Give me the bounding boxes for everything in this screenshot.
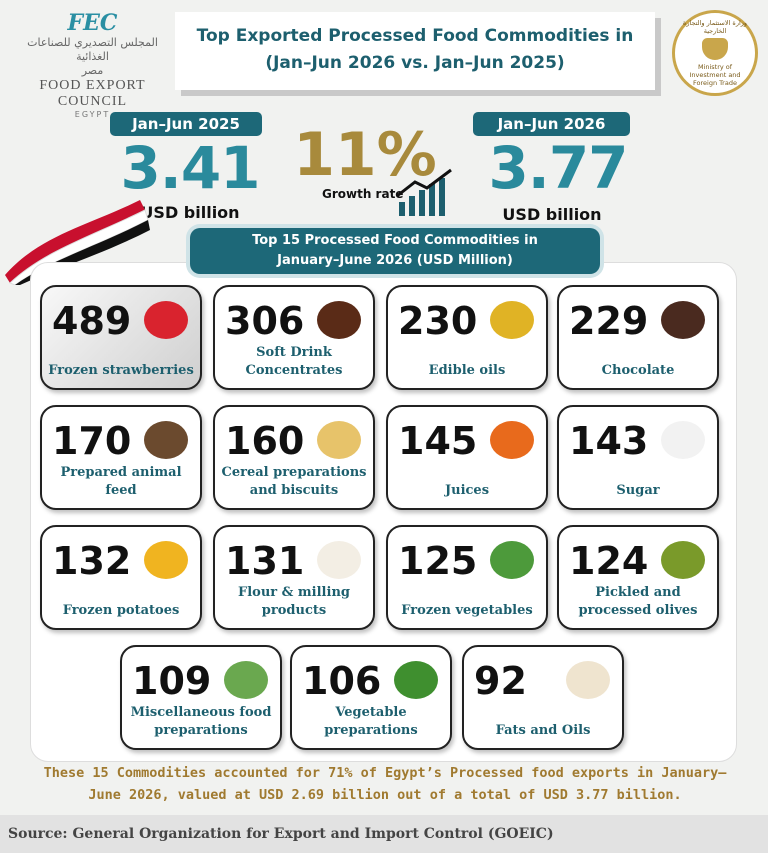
source: Source: General Organization for Export … — [0, 815, 768, 853]
commodity-label: Cereal preparations and biscuits — [221, 465, 367, 498]
commodity-value: 170 — [52, 419, 132, 463]
commodity-value: 230 — [398, 299, 478, 343]
commodity-label: Miscellaneous food preparations — [130, 705, 272, 738]
unit: USD billion — [140, 203, 240, 222]
commodity-value: 145 — [398, 419, 478, 463]
commodity-label: Vegetable preparations — [324, 705, 418, 738]
period-badge: Jan–Jun 2026 — [473, 112, 630, 136]
commodity-card: 489 Frozen strawberries — [40, 285, 202, 390]
commodity-card: 145 Juices — [386, 405, 548, 510]
commodity-card: 92 Fats and Oils — [462, 645, 624, 750]
commodity-card: 109 Miscellaneous food preparations — [120, 645, 282, 750]
commodity-value: 92 — [474, 659, 527, 703]
commodity-label: Frozen strawberries — [48, 363, 194, 378]
period-badge: Jan–Jun 2025 — [110, 112, 262, 136]
commodity-icon — [661, 421, 705, 459]
commodity-value: 124 — [569, 539, 649, 583]
total-value: 3.77 — [488, 134, 628, 202]
panel-title-line: January–June 2026 (USD Million) — [277, 253, 513, 268]
commodity-value: 489 — [52, 299, 132, 343]
commodity-icon — [224, 661, 268, 699]
note: These 15 Commodities accounted for 71% o… — [43, 765, 727, 803]
commodity-icon — [394, 661, 438, 699]
commodity-icon — [144, 301, 188, 339]
logo-arabic-country: مصر — [81, 64, 104, 77]
logo: FEC المجلس التصديري للصناعات الغذائية مص… — [10, 10, 175, 119]
logo-abbr: FEC — [67, 10, 118, 36]
commodity-icon — [661, 301, 705, 339]
commodity-label: Fats and Oils — [495, 723, 591, 738]
ministry-seal: وزارة الاستثمار والتجارة الخارجية Minist… — [672, 10, 758, 96]
commodity-label: Chocolate — [601, 363, 675, 378]
commodity-label: Frozen potatoes — [62, 603, 180, 618]
title-line: (Jan–Jun 2026 vs. Jan–Jun 2025) — [265, 53, 565, 73]
commodity-label: Edible oils — [428, 363, 506, 378]
commodity-value: 160 — [225, 419, 305, 463]
commodity-card: 229 Chocolate — [557, 285, 719, 390]
commodity-value: 125 — [398, 539, 478, 583]
commodity-label: Sugar — [616, 483, 660, 498]
commodity-icon — [144, 421, 188, 459]
commodity-card: 132 Frozen potatoes — [40, 525, 202, 630]
commodity-icon — [490, 301, 534, 339]
seal-emblem — [702, 38, 728, 60]
commodity-label: Soft Drink Concentrates — [245, 345, 343, 378]
commodity-icon — [490, 541, 534, 579]
commodity-value: 143 — [569, 419, 649, 463]
commodity-label: Prepared animal feed — [60, 465, 182, 498]
commodity-card: 106 Vegetable preparations — [290, 645, 452, 750]
commodity-value: 106 — [302, 659, 382, 703]
growth-value: 11% — [293, 120, 437, 190]
commodity-card: 160 Cereal preparations and biscuits — [213, 405, 375, 510]
logo-arabic: المجلس التصديري للصناعات الغذائية — [27, 36, 158, 63]
commodity-icon — [317, 541, 361, 579]
commodity-icon — [317, 301, 361, 339]
commodity-label: Frozen vegetables — [401, 603, 533, 618]
commodity-value: 229 — [569, 299, 649, 343]
commodity-icon — [144, 541, 188, 579]
panel-title-line: Top 15 Processed Food Commodities in — [252, 233, 538, 248]
seal-english: Ministry of Investment and Foreign Trade — [689, 63, 741, 87]
commodity-card: 124 Pickled and processed olives — [557, 525, 719, 630]
commodity-label: Pickled and processed olives — [578, 585, 698, 618]
commodity-icon — [566, 661, 610, 699]
commodity-icon — [490, 421, 534, 459]
unit: USD billion — [502, 205, 602, 224]
commodity-card: 125 Frozen vegetables — [386, 525, 548, 630]
commodity-card: 143 Sugar — [557, 405, 719, 510]
commodity-card: 230 Edible oils — [386, 285, 548, 390]
commodity-label: Juices — [444, 483, 490, 498]
commodity-icon — [317, 421, 361, 459]
commodity-card: 170 Prepared animal feed — [40, 405, 202, 510]
seal-arabic: وزارة الاستثمار والتجارة الخارجية — [682, 19, 748, 35]
commodity-value: 109 — [132, 659, 212, 703]
panel-title: Top 15 Processed Food Commodities in Jan… — [190, 228, 600, 274]
commodity-icon — [661, 541, 705, 579]
commodity-card: 131 Flour & milling products — [213, 525, 375, 630]
commodity-value: 132 — [52, 539, 132, 583]
growth-label: Growth rate — [322, 187, 404, 201]
logo-country: EGYPT — [74, 110, 111, 119]
total-value: 3.41 — [120, 134, 260, 202]
commodity-value: 131 — [225, 539, 305, 583]
growth-icon — [396, 168, 452, 216]
logo-name: FOOD EXPORT COUNCIL — [39, 78, 146, 109]
commodity-value: 306 — [225, 299, 305, 343]
commodity-label: Flour & milling products — [238, 585, 350, 618]
header: Top Exported Processed Food Commodities … — [175, 12, 655, 90]
title-line: Top Exported Processed Food Commodities … — [196, 26, 634, 46]
commodity-card: 306 Soft Drink Concentrates — [213, 285, 375, 390]
